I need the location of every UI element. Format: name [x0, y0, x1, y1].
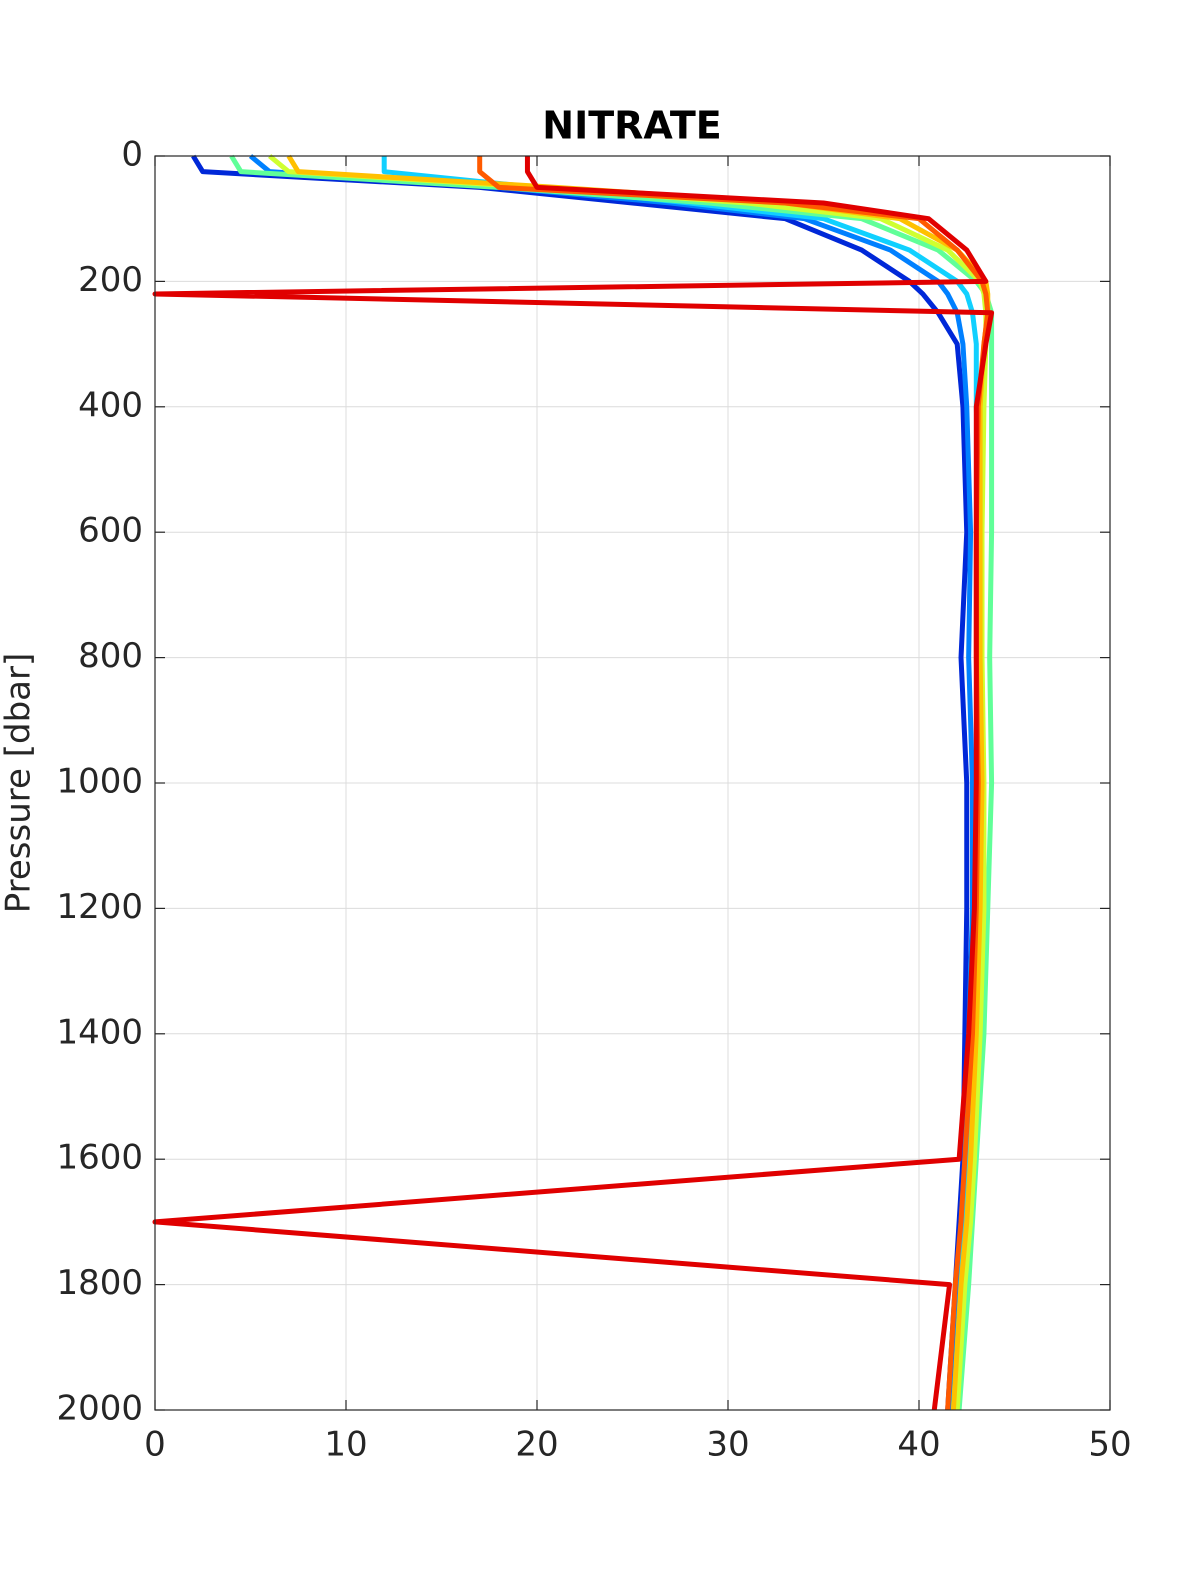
chart-title: NITRATE: [542, 104, 721, 148]
x-tick-label: 50: [1088, 1425, 1131, 1465]
y-tick-label: 600: [78, 511, 143, 551]
profile-line: [268, 154, 989, 1411]
y-tick-label: 1600: [56, 1138, 143, 1178]
x-tick-label: 20: [515, 1425, 558, 1465]
y-tick-label: 800: [78, 636, 143, 676]
x-tick-label: 40: [897, 1425, 940, 1465]
plot-frame: [154, 155, 1111, 1411]
y-tick-label: 1400: [56, 1012, 143, 1052]
y-tick-label: 0: [121, 135, 143, 175]
profile-line: [152, 156, 995, 1411]
y-tick-label: 1200: [56, 887, 143, 927]
x-tick-label: 10: [324, 1425, 367, 1465]
x-tick-label: 0: [144, 1425, 166, 1465]
y-tick-label: 1000: [56, 762, 143, 802]
x-tick-label: 30: [706, 1425, 749, 1465]
y-tick-label: 1800: [56, 1263, 143, 1303]
y-tick-label: 400: [78, 385, 143, 425]
y-axis-label: Pressure [dbar]: [0, 653, 39, 914]
y-tick-label: 2000: [56, 1389, 143, 1429]
y-tick-label: 200: [78, 260, 143, 300]
